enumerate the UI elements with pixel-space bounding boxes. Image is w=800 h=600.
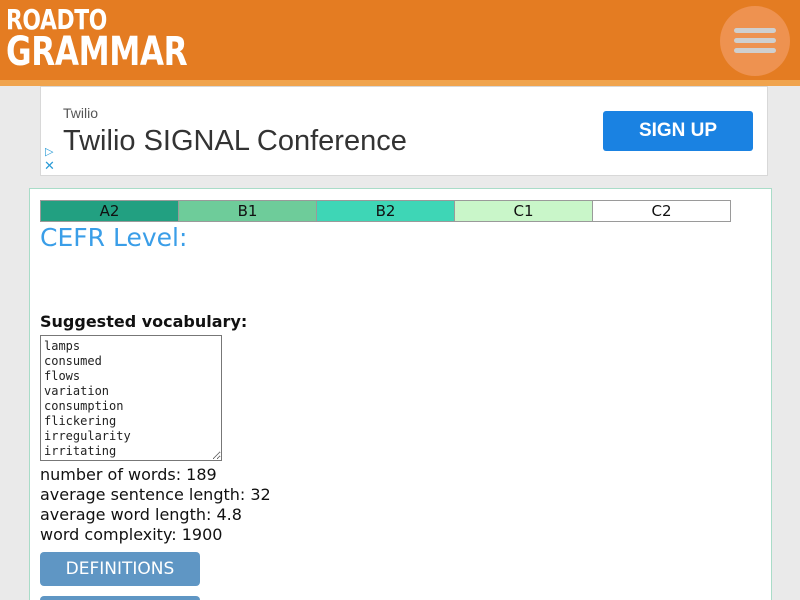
- cefr-level-bar: A2 B1 B2 C1 C2: [40, 200, 731, 222]
- vocabulary-textarea[interactable]: lamps consumed flows variation consumption fl…: [40, 335, 222, 461]
- cefr-level-b2[interactable]: B2: [316, 200, 455, 222]
- ad-brand: Twilio: [63, 105, 99, 121]
- header-underline: [0, 80, 800, 86]
- word-count: number of words: 189: [40, 465, 217, 484]
- vocabulary-word: flows: [44, 369, 81, 383]
- definitions-button[interactable]: DEFINITIONS: [40, 552, 200, 586]
- site-logo[interactable]: RoadTo Grammar: [6, 3, 188, 75]
- analysis-panel: A2 B1 B2 C1 C2 CEFR Level: Suggested vocabul…: [29, 188, 772, 600]
- menu-button[interactable]: [720, 6, 790, 76]
- ad-title[interactable]: Twilio SIGNAL Conference: [63, 125, 407, 157]
- ad-close-icon[interactable]: ✕: [44, 159, 55, 174]
- secondary-button[interactable]: [40, 596, 200, 600]
- vocabulary-word: flickering: [44, 414, 117, 428]
- vocabulary-word: irregularity: [44, 429, 131, 443]
- word-complexity: word complexity: 1900: [40, 525, 223, 544]
- cefr-level-c1[interactable]: C1: [454, 200, 593, 222]
- adchoices-play-icon[interactable]: ▷: [45, 145, 54, 158]
- logo-top-text: RoadTo: [6, 3, 107, 36]
- vocabulary-word: variation: [44, 384, 110, 398]
- vocabulary-word: consumption: [44, 399, 124, 413]
- cefr-level-title: CEFR Level:: [40, 223, 188, 252]
- vocabulary-word: consumed: [44, 354, 102, 368]
- vocabulary-word: lamps: [44, 339, 81, 353]
- text-statistics: number of words: 189 average sentence le…: [40, 465, 271, 545]
- cefr-level-c2[interactable]: C2: [592, 200, 731, 222]
- vocabulary-heading: Suggested vocabulary:: [40, 312, 248, 331]
- ad-banner[interactable]: Twilio Twilio SIGNAL Conference SIGN UP …: [40, 86, 768, 176]
- logo-bottom-text: Grammar: [6, 29, 188, 75]
- hamburger-menu-icon: [734, 28, 776, 54]
- site-header: RoadTo Grammar: [0, 0, 800, 80]
- average-sentence-length: average sentence length: 32: [40, 485, 271, 504]
- cefr-level-a2[interactable]: A2: [40, 200, 179, 222]
- ad-signup-button[interactable]: SIGN UP: [603, 111, 753, 151]
- vocabulary-word: irritating: [44, 444, 117, 458]
- cefr-level-b1[interactable]: B1: [178, 200, 317, 222]
- average-word-length: average word length: 4.8: [40, 505, 242, 524]
